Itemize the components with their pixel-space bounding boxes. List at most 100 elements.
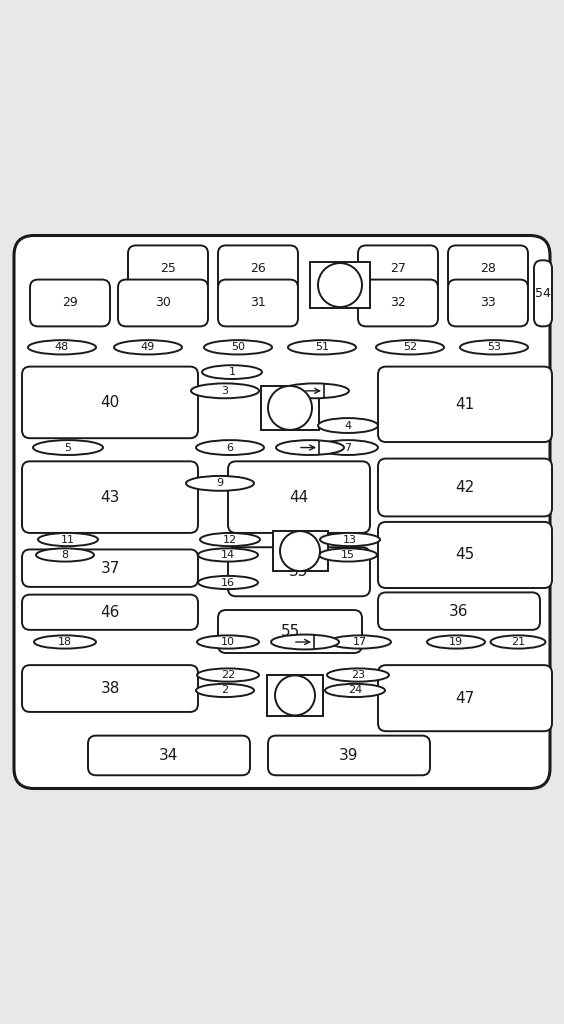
Text: 17: 17 xyxy=(353,637,367,647)
Text: 50: 50 xyxy=(231,342,245,352)
Text: 19: 19 xyxy=(449,637,463,647)
Ellipse shape xyxy=(196,440,264,455)
Ellipse shape xyxy=(36,548,94,561)
Ellipse shape xyxy=(325,684,385,697)
Text: 43: 43 xyxy=(100,489,120,505)
Text: 40: 40 xyxy=(100,395,120,410)
Text: 1: 1 xyxy=(228,367,236,377)
Ellipse shape xyxy=(460,340,528,354)
FancyBboxPatch shape xyxy=(128,246,208,291)
Circle shape xyxy=(268,386,312,430)
Text: 47: 47 xyxy=(455,690,475,706)
Ellipse shape xyxy=(320,532,380,546)
Ellipse shape xyxy=(191,383,259,398)
Text: 41: 41 xyxy=(455,397,475,412)
Ellipse shape xyxy=(319,548,377,561)
Ellipse shape xyxy=(491,635,545,648)
Text: 45: 45 xyxy=(455,548,475,562)
Text: 6: 6 xyxy=(227,442,233,453)
FancyBboxPatch shape xyxy=(378,367,552,442)
FancyBboxPatch shape xyxy=(448,280,528,327)
Text: 7: 7 xyxy=(345,442,351,453)
Ellipse shape xyxy=(376,340,444,354)
FancyBboxPatch shape xyxy=(88,735,250,775)
FancyBboxPatch shape xyxy=(378,522,552,588)
Circle shape xyxy=(275,676,315,716)
Text: 5: 5 xyxy=(64,442,72,453)
Text: 2: 2 xyxy=(222,685,228,695)
FancyBboxPatch shape xyxy=(228,547,370,596)
Text: 23: 23 xyxy=(351,670,365,680)
FancyBboxPatch shape xyxy=(448,246,528,291)
Text: 52: 52 xyxy=(403,342,417,352)
Text: 37: 37 xyxy=(100,561,120,575)
Text: 27: 27 xyxy=(390,261,406,274)
FancyBboxPatch shape xyxy=(378,666,552,731)
Text: 15: 15 xyxy=(341,550,355,560)
Ellipse shape xyxy=(197,669,259,682)
FancyBboxPatch shape xyxy=(358,246,438,291)
Text: 55: 55 xyxy=(280,624,299,639)
Text: 48: 48 xyxy=(55,342,69,352)
FancyBboxPatch shape xyxy=(22,666,198,712)
Text: 3: 3 xyxy=(222,386,228,396)
Text: 53: 53 xyxy=(487,342,501,352)
Text: 30: 30 xyxy=(155,297,171,309)
Ellipse shape xyxy=(33,440,103,455)
FancyBboxPatch shape xyxy=(118,280,208,327)
Ellipse shape xyxy=(329,635,391,648)
FancyBboxPatch shape xyxy=(22,462,198,532)
Ellipse shape xyxy=(114,340,182,354)
Text: 35: 35 xyxy=(289,564,309,580)
FancyBboxPatch shape xyxy=(358,280,438,327)
Text: 49: 49 xyxy=(141,342,155,352)
FancyBboxPatch shape xyxy=(218,246,298,291)
Ellipse shape xyxy=(197,635,259,648)
FancyBboxPatch shape xyxy=(261,386,319,430)
Text: 11: 11 xyxy=(61,535,75,545)
Text: 4: 4 xyxy=(345,421,351,430)
Circle shape xyxy=(280,531,320,571)
Text: 18: 18 xyxy=(58,637,72,647)
Text: 16: 16 xyxy=(221,578,235,588)
Text: 24: 24 xyxy=(348,685,362,695)
Ellipse shape xyxy=(204,340,272,354)
Text: 8: 8 xyxy=(61,550,69,560)
Text: 29: 29 xyxy=(62,297,78,309)
FancyBboxPatch shape xyxy=(14,236,550,788)
Ellipse shape xyxy=(288,340,356,354)
Ellipse shape xyxy=(28,340,96,354)
FancyBboxPatch shape xyxy=(22,550,198,587)
Text: 28: 28 xyxy=(480,261,496,274)
Text: 39: 39 xyxy=(340,748,359,763)
Ellipse shape xyxy=(186,476,254,490)
Ellipse shape xyxy=(198,548,258,561)
Text: 31: 31 xyxy=(250,297,266,309)
Ellipse shape xyxy=(38,532,98,546)
FancyBboxPatch shape xyxy=(272,531,328,571)
Text: 22: 22 xyxy=(221,670,235,680)
FancyBboxPatch shape xyxy=(218,610,362,653)
Text: 34: 34 xyxy=(159,748,179,763)
FancyBboxPatch shape xyxy=(534,260,552,327)
Text: 14: 14 xyxy=(221,550,235,560)
Ellipse shape xyxy=(276,440,344,455)
Ellipse shape xyxy=(202,366,262,379)
Text: 10: 10 xyxy=(221,637,235,647)
Ellipse shape xyxy=(200,532,260,546)
FancyBboxPatch shape xyxy=(267,675,323,716)
FancyBboxPatch shape xyxy=(30,280,110,327)
Text: 33: 33 xyxy=(480,297,496,309)
Text: 54: 54 xyxy=(535,287,551,300)
Ellipse shape xyxy=(318,440,378,455)
Ellipse shape xyxy=(271,635,339,649)
FancyBboxPatch shape xyxy=(378,459,552,516)
Text: 51: 51 xyxy=(315,342,329,352)
FancyBboxPatch shape xyxy=(378,593,540,630)
FancyBboxPatch shape xyxy=(22,367,198,438)
Text: 32: 32 xyxy=(390,297,406,309)
Text: 44: 44 xyxy=(289,489,309,505)
Text: 42: 42 xyxy=(455,480,475,495)
Text: 9: 9 xyxy=(217,478,223,488)
FancyBboxPatch shape xyxy=(22,595,198,630)
